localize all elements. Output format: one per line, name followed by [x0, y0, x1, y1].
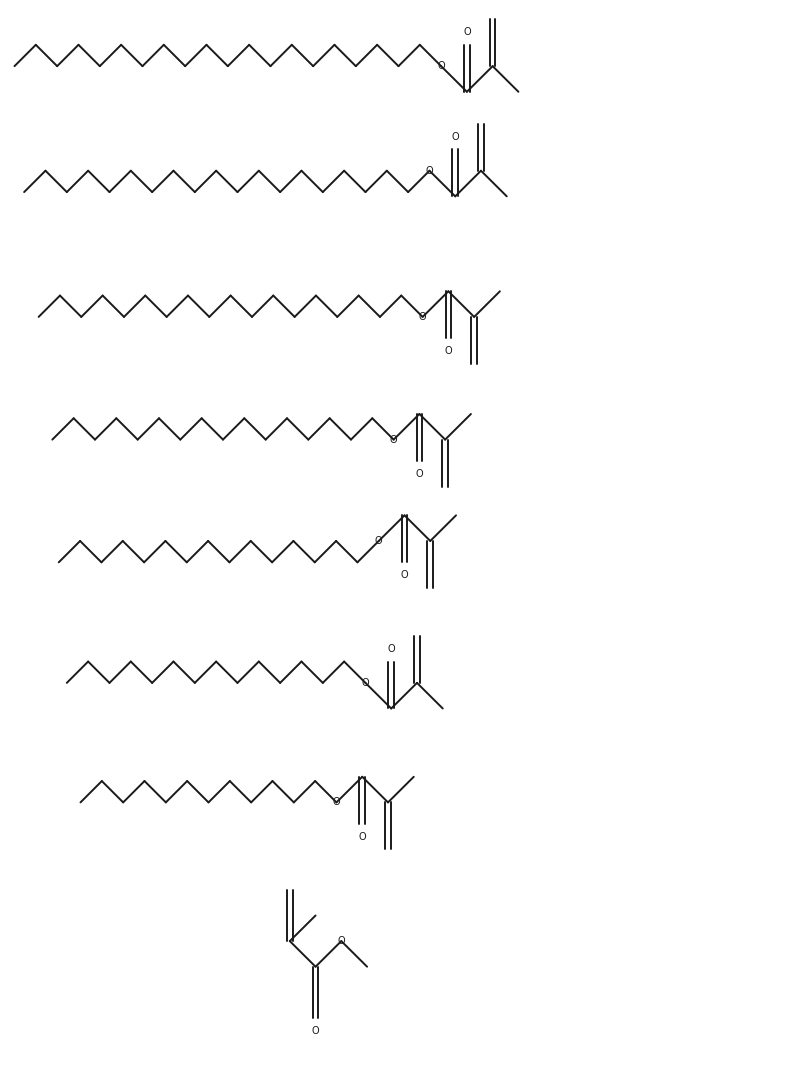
Text: O: O [419, 312, 427, 322]
Text: O: O [375, 536, 382, 546]
Text: O: O [463, 27, 471, 37]
Text: O: O [452, 131, 459, 142]
Text: O: O [358, 831, 366, 842]
Text: O: O [337, 936, 345, 946]
Text: O: O [361, 678, 369, 688]
Text: O: O [332, 797, 341, 808]
Text: O: O [312, 1025, 320, 1036]
Text: O: O [390, 434, 398, 445]
Text: O: O [415, 468, 423, 479]
Text: O: O [437, 61, 445, 71]
Text: O: O [387, 643, 395, 654]
Text: O: O [426, 165, 433, 176]
Text: O: O [401, 570, 408, 580]
Text: O: O [444, 346, 452, 356]
